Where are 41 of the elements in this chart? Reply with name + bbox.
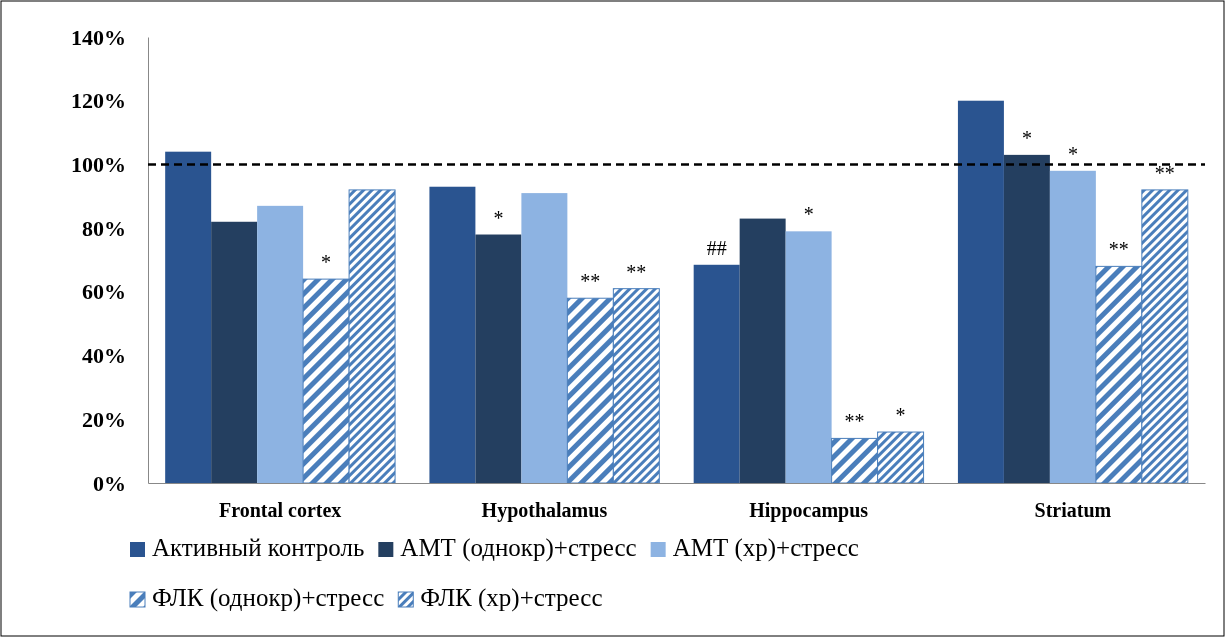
data-label: * <box>321 251 332 274</box>
bar <box>521 193 568 483</box>
bar <box>693 264 740 483</box>
bar <box>1049 170 1096 483</box>
legend-label: АМТ (однокр)+стресс <box>400 534 637 562</box>
data-label: * <box>1021 126 1032 149</box>
y-tick-label: 140% <box>71 24 126 50</box>
legend-label: АМТ (хр)+стресс <box>672 534 859 562</box>
legend-label: ФЛК (однокр)+стресс <box>152 584 385 612</box>
bar <box>957 100 1004 483</box>
y-tick-label: 100% <box>71 151 126 177</box>
data-label: * <box>895 404 906 427</box>
bar <box>257 205 304 483</box>
legend-label: Активный контроль <box>152 534 365 561</box>
bar <box>785 231 832 483</box>
y-tick-label: 80% <box>82 215 126 241</box>
data-label: ** <box>626 260 647 283</box>
data-label: ** <box>580 270 601 293</box>
y-tick-label: 0% <box>93 470 126 496</box>
bar <box>739 218 786 483</box>
data-label: ** <box>844 410 865 433</box>
y-tick-label: 60% <box>82 279 126 305</box>
data-label: * <box>803 203 814 226</box>
bar <box>165 151 212 483</box>
data-label: * <box>1067 142 1078 165</box>
data-label: ## <box>706 236 727 259</box>
x-tick-label: Striatum <box>1034 499 1112 522</box>
data-label: ** <box>1154 161 1175 184</box>
y-tick-label: 20% <box>82 406 126 432</box>
x-tick-label: Hippocampus <box>749 499 869 523</box>
x-tick-label: Hypothalamus <box>481 499 608 523</box>
bar <box>475 234 522 483</box>
bar <box>211 221 258 483</box>
y-tick-label: 120% <box>71 88 126 114</box>
bar <box>1003 154 1050 483</box>
x-tick-label: Frontal cortex <box>218 499 342 522</box>
data-label: ** <box>1108 238 1129 261</box>
y-tick-label: 40% <box>82 343 126 369</box>
data-label: * <box>493 206 504 229</box>
legend-label: ФЛК (хр)+стресс <box>420 584 603 612</box>
bar <box>429 186 476 483</box>
